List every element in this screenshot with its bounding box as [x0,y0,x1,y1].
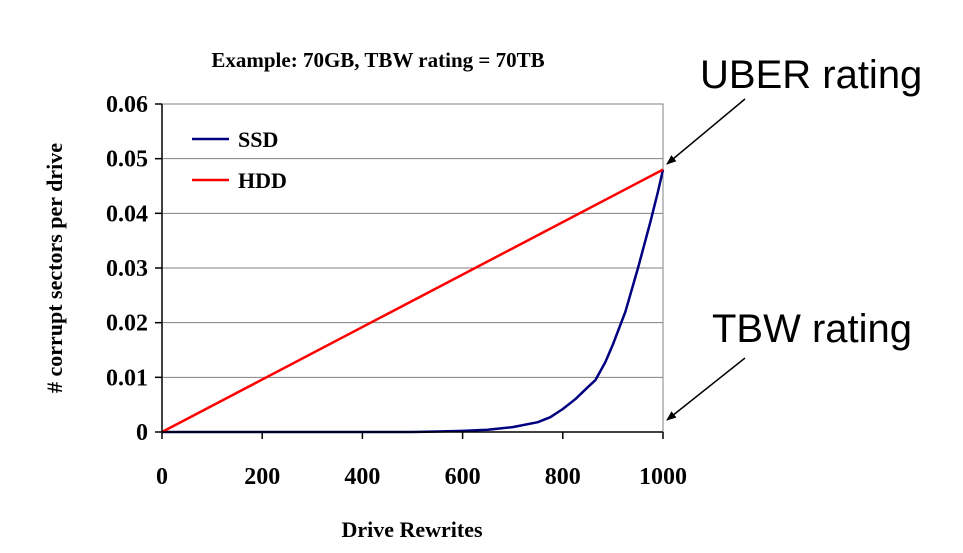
x-ticks: 0 200 400 600 800 1000 [156,432,687,490]
x-tick-label: 200 [244,464,280,490]
y-axis-label: # corrupt sectors per drive [42,143,67,393]
x-tick-label: 800 [545,464,581,490]
chart-title: Example: 70GB, TBW rating = 70TB [211,48,544,72]
legend: SSD HDD [192,127,287,193]
y-tick-label: 0.05 [106,147,148,173]
y-tick-label: 0.06 [106,92,148,118]
series-line-hdd [161,168,664,434]
y-tick-label: 0.01 [106,365,148,391]
grid-lines [162,103,663,378]
x-tick-label: 1000 [639,464,687,490]
y-tick-label: 0 [136,420,148,446]
x-tick-label: 600 [445,464,481,490]
annotation-uber-arrow [666,98,746,165]
legend-label-ssd: SSD [238,127,278,152]
x-axis-label: Drive Rewrites [341,517,483,542]
annotation-tbw: TBW rating [712,307,912,351]
x-tick-label: 400 [344,464,380,490]
annotation-tbw-arrow [666,357,746,421]
annotation-uber: UBER rating [700,53,922,97]
y-tick-label: 0.04 [106,201,148,227]
y-tick-label: 0.03 [106,256,148,282]
legend-label-hdd: HDD [238,168,287,193]
y-ticks: 0 0.01 0.02 0.03 0.04 0.05 0.06 [106,92,162,446]
x-tick-label: 0 [156,464,168,490]
y-tick-label: 0.02 [106,311,148,337]
